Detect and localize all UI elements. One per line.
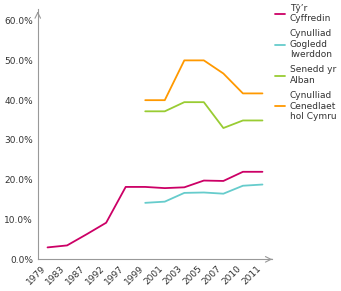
Tŷ’r
Cyffredin [65,244,69,247]
Tŷ’r
Cyffredin [241,170,245,173]
Tŷ’r
Cyffredin [221,179,225,183]
Senedd yr
Alban [241,119,245,122]
Cynulliad
Gogledd
Iwerddon [241,184,245,187]
Senedd yr
Alban [143,110,147,113]
Tŷ’r
Cyffredin [45,246,49,249]
Tŷ’r
Cyffredin [104,221,108,224]
Cynulliad
Cenedlaet
hol Cymru [261,92,265,95]
Senedd yr
Alban [202,100,206,104]
Line: Senedd yr
Alban: Senedd yr Alban [145,102,263,128]
Cynulliad
Gogledd
Iwerddon [261,183,265,186]
Cynulliad
Cenedlaet
hol Cymru [163,98,167,102]
Cynulliad
Gogledd
Iwerddon [221,192,225,196]
Cynulliad
Gogledd
Iwerddon [202,191,206,194]
Tŷ’r
Cyffredin [202,179,206,182]
Senedd yr
Alban [261,119,265,122]
Cynulliad
Cenedlaet
hol Cymru [143,98,147,102]
Cynulliad
Gogledd
Iwerddon [163,200,167,203]
Senedd yr
Alban [182,100,186,104]
Cynulliad
Cenedlaet
hol Cymru [221,72,225,75]
Cynulliad
Gogledd
Iwerddon [182,191,186,195]
Tŷ’r
Cyffredin [85,233,89,236]
Line: Cynulliad
Gogledd
Iwerddon: Cynulliad Gogledd Iwerddon [145,184,263,203]
Tŷ’r
Cyffredin [143,185,147,189]
Line: Cynulliad
Cenedlaet
hol Cymru: Cynulliad Cenedlaet hol Cymru [145,60,263,100]
Senedd yr
Alban [163,110,167,113]
Senedd yr
Alban [221,126,225,130]
Tŷ’r
Cyffredin [261,170,265,173]
Cynulliad
Cenedlaet
hol Cymru [202,58,206,62]
Tŷ’r
Cyffredin [163,186,167,190]
Legend: Tŷ’r
Cyffredin, Cynulliad
Gogledd
Iwerddon, Senedd yr
Alban, Cynulliad
Cenedlaet: Tŷ’r Cyffredin, Cynulliad Gogledd Iwerdd… [275,3,337,121]
Cynulliad
Gogledd
Iwerddon [143,201,147,205]
Tŷ’r
Cyffredin [182,186,186,189]
Tŷ’r
Cyffredin [124,185,128,189]
Cynulliad
Cenedlaet
hol Cymru [241,92,245,95]
Cynulliad
Cenedlaet
hol Cymru [182,58,186,62]
Line: Tŷ’r
Cyffredin: Tŷ’r Cyffredin [47,172,263,247]
